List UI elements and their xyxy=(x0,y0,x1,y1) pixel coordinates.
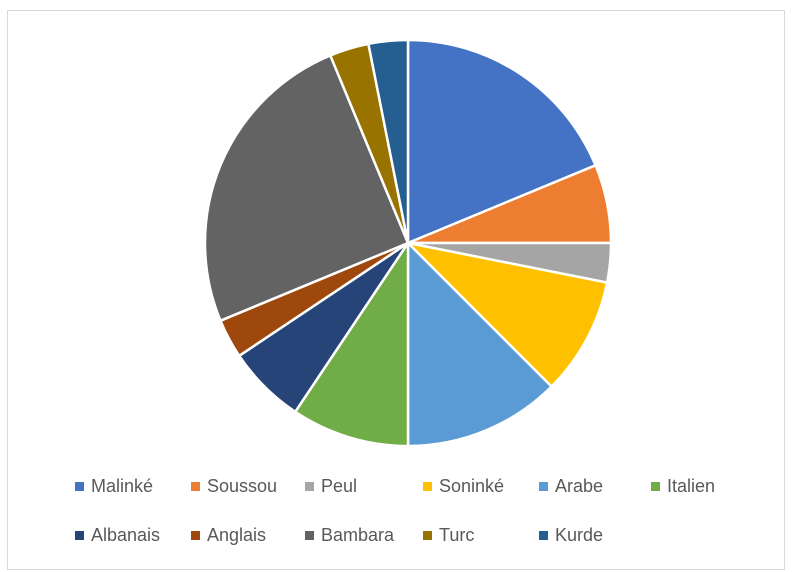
pie-slice-11 xyxy=(367,38,410,245)
pie-slice-1 xyxy=(406,38,597,245)
pie-slice-5 xyxy=(406,241,553,448)
pie-slice-6 xyxy=(293,241,410,448)
pie-slice-4 xyxy=(406,241,609,388)
